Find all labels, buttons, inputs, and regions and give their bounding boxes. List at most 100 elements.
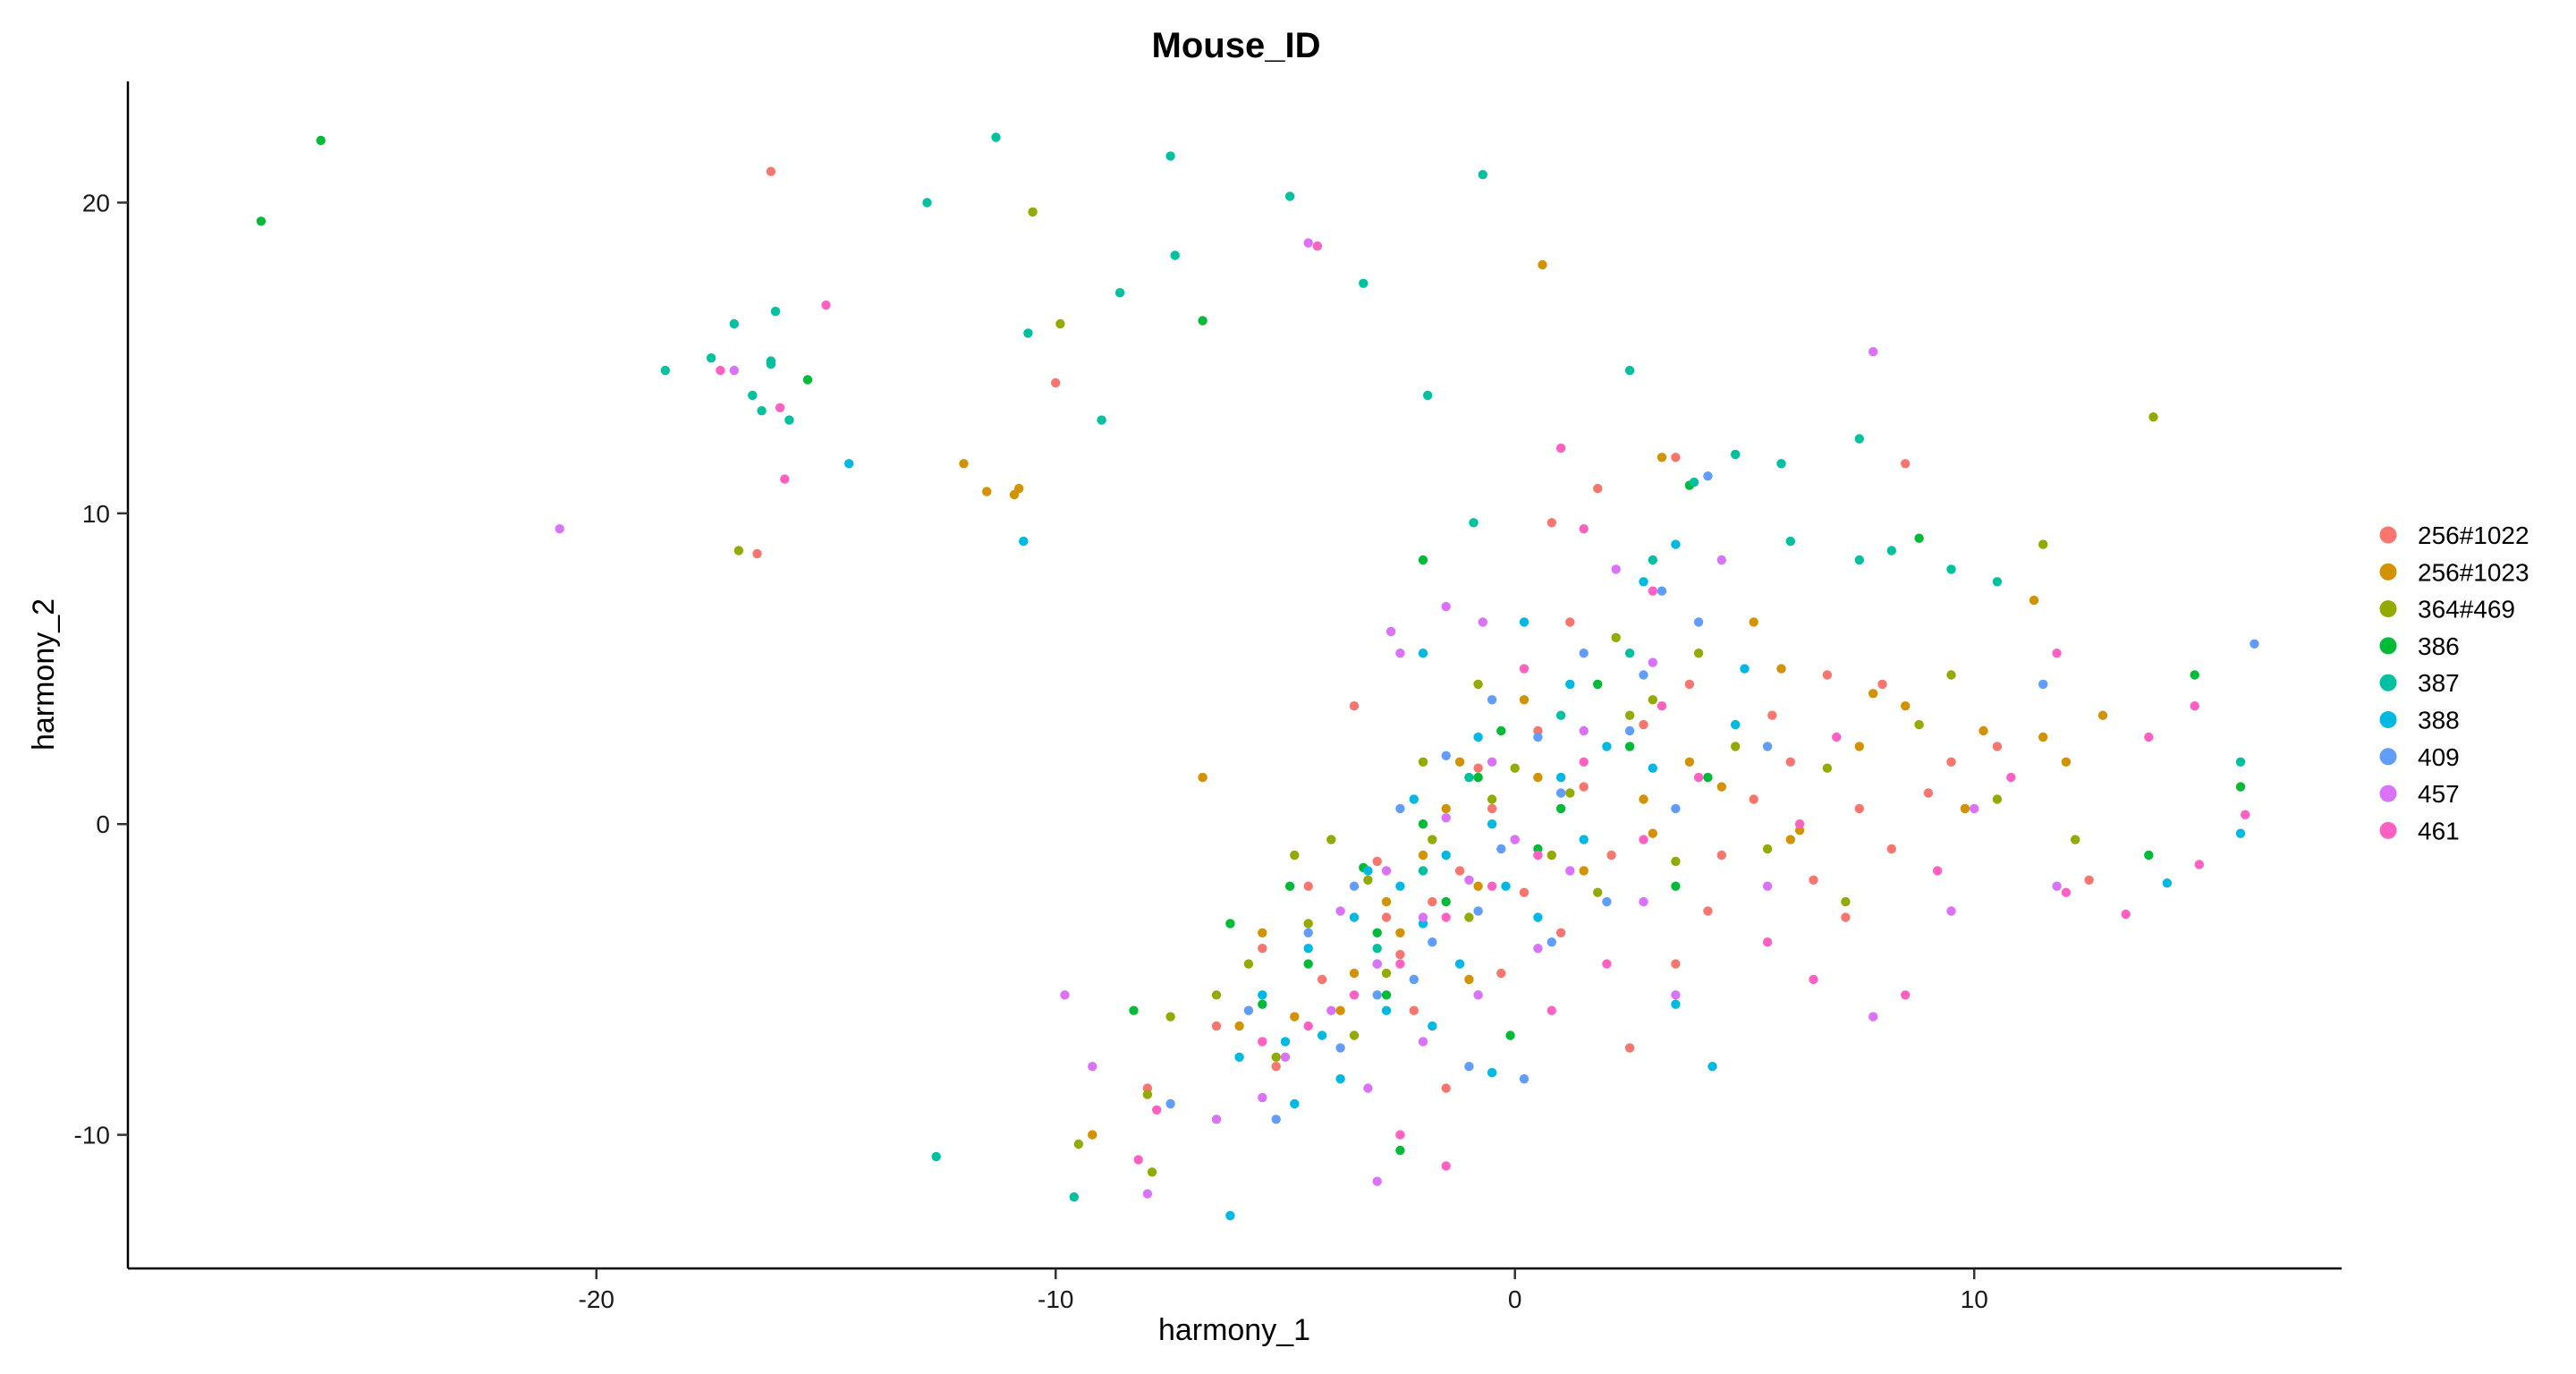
data-point <box>1234 1052 1244 1063</box>
data-point <box>1648 555 1658 565</box>
data-point <box>1487 695 1497 705</box>
data-point <box>2144 850 2154 861</box>
data-point <box>1381 896 1392 907</box>
data-point <box>1671 803 1681 814</box>
data-point <box>1740 664 1750 674</box>
data-point <box>1198 316 1208 326</box>
data-point <box>1441 1161 1451 1171</box>
data-point <box>1510 835 1520 844</box>
data-point <box>1258 928 1267 938</box>
data-point <box>1579 782 1589 792</box>
data-point <box>2241 810 2250 819</box>
data-point <box>1648 586 1658 596</box>
data-point <box>1198 772 1208 783</box>
data-point <box>1533 850 1543 861</box>
data-point <box>733 546 744 556</box>
legend-swatch <box>2379 600 2397 618</box>
data-point <box>1689 477 1699 488</box>
data-point <box>1372 1176 1382 1186</box>
data-point <box>821 300 831 310</box>
data-point <box>2144 732 2154 742</box>
data-point <box>1602 742 1612 751</box>
data-point <box>1657 586 1667 596</box>
data-point <box>1441 1083 1451 1093</box>
data-point <box>1290 1098 1300 1109</box>
data-point <box>1611 564 1621 574</box>
data-point <box>1841 896 1851 907</box>
data-point <box>1284 191 1295 201</box>
data-point <box>1441 751 1451 760</box>
data-point <box>1349 701 1360 711</box>
data-point <box>1648 828 1658 838</box>
data-point <box>1707 1062 1717 1072</box>
data-point <box>1657 453 1667 462</box>
data-point <box>1165 1098 1175 1109</box>
data-point <box>1088 1062 1097 1072</box>
data-point <box>1809 875 1818 885</box>
data-point <box>1854 555 1864 565</box>
data-point <box>1555 710 1566 720</box>
data-point <box>1152 1105 1162 1115</box>
data-point <box>729 365 739 376</box>
data-point <box>1326 835 1336 844</box>
data-point <box>1487 803 1497 814</box>
data-point <box>1284 881 1295 891</box>
data-point <box>1565 866 1575 876</box>
data-point <box>1579 757 1589 767</box>
data-point <box>1565 617 1575 627</box>
data-point <box>1970 803 1979 814</box>
data-point <box>1749 617 1758 627</box>
data-point <box>1473 763 1483 773</box>
data-point <box>1317 1030 1327 1040</box>
data-point <box>1671 999 1681 1009</box>
data-point <box>1776 664 1786 674</box>
data-point <box>1454 959 1465 969</box>
data-point <box>1886 844 1896 854</box>
data-point <box>1335 1005 1345 1015</box>
data-point <box>752 548 762 559</box>
data-point <box>991 132 1001 142</box>
data-point <box>1822 670 1833 680</box>
data-point <box>1657 701 1667 711</box>
data-point <box>1441 896 1451 907</box>
data-point <box>1418 555 1428 565</box>
data-point <box>1648 695 1658 705</box>
data-point <box>1684 757 1695 767</box>
data-point <box>1785 536 1796 547</box>
data-point <box>1028 207 1038 217</box>
legend-swatch <box>2379 563 2397 581</box>
data-point <box>1363 1083 1373 1093</box>
data-point <box>1639 794 1648 804</box>
data-point <box>1868 347 1878 357</box>
data-point <box>1579 524 1589 534</box>
data-point <box>1372 856 1382 867</box>
data-point <box>1258 990 1267 1000</box>
data-point <box>1671 881 1681 891</box>
data-point <box>1776 459 1786 469</box>
x-ticks: -20 -10 0 10 <box>579 1268 1988 1313</box>
data-point <box>1914 533 1924 543</box>
y-tick-label: 20 <box>82 189 110 216</box>
data-point <box>1593 483 1603 494</box>
data-point <box>1946 757 1956 767</box>
data-point <box>2061 757 2072 767</box>
data-point <box>716 365 725 376</box>
data-point <box>757 406 767 416</box>
data-point <box>1533 732 1543 742</box>
data-point <box>1671 453 1681 462</box>
data-point <box>1519 695 1530 705</box>
data-point <box>1133 1155 1143 1165</box>
data-point <box>1731 449 1741 460</box>
data-point <box>1519 887 1530 897</box>
data-point <box>1142 1090 1153 1099</box>
data-point <box>1454 757 1465 767</box>
data-point <box>1854 803 1864 814</box>
x-tick-label: 10 <box>1961 1285 1988 1313</box>
data-point <box>1372 928 1382 938</box>
data-point <box>2071 835 2080 844</box>
legend-swatch <box>2379 674 2397 691</box>
legend-label: 386 <box>2418 632 2460 660</box>
data-point <box>1129 1005 1139 1015</box>
data-point <box>1073 1139 1084 1149</box>
data-point <box>1809 974 1818 985</box>
